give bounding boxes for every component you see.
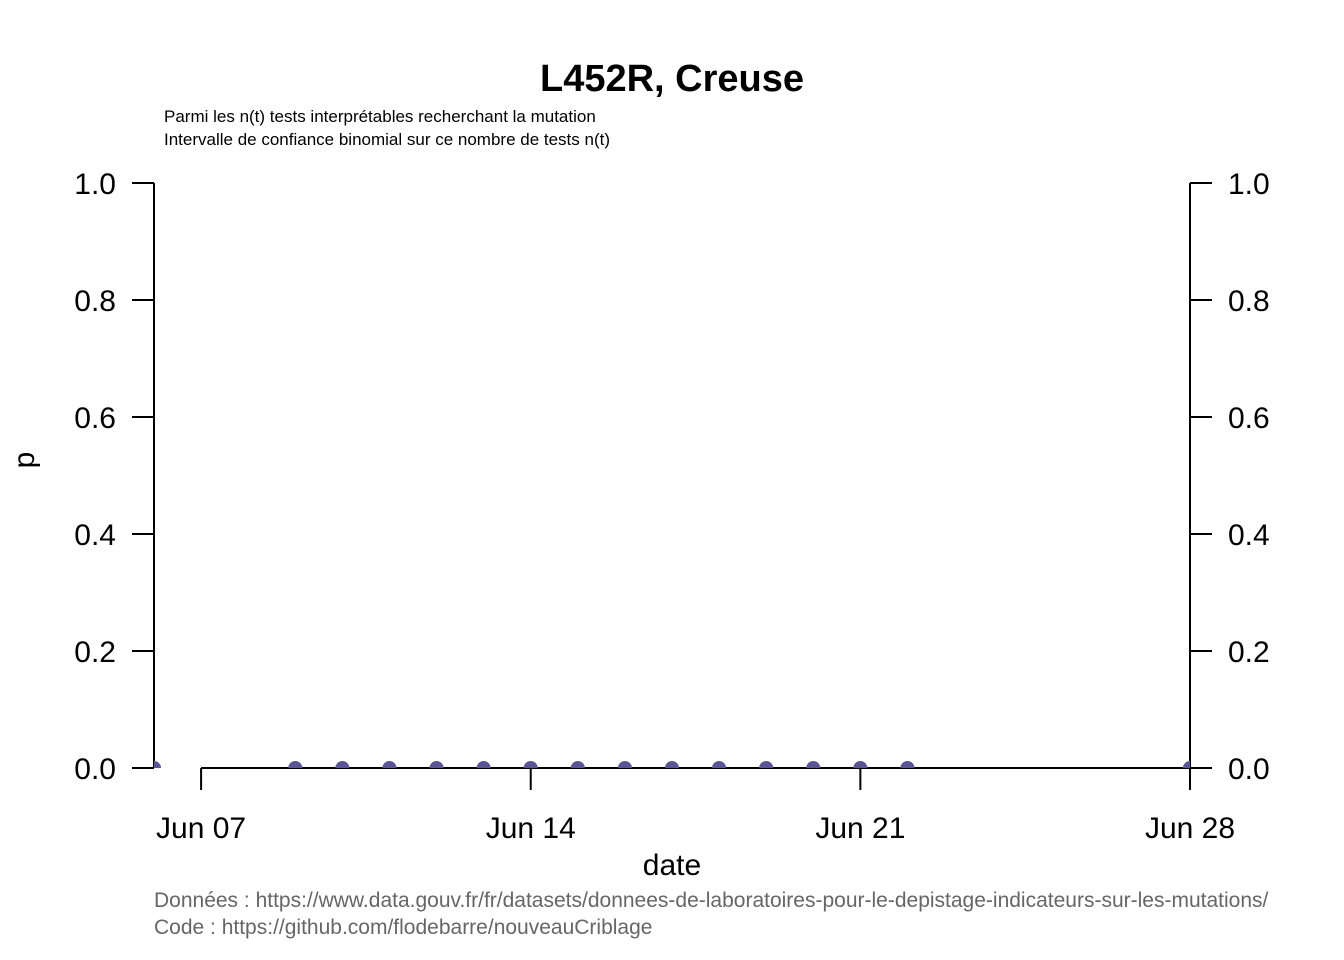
data-point [853,761,868,768]
points-group [154,761,1190,768]
y-tick-label-right: 0.2 [1228,636,1270,669]
chart-title: L452R, Creuse [540,58,804,100]
y-tick-label-left: 0.8 [74,285,116,318]
data-point [476,761,491,768]
data-point [900,761,915,768]
data-point [429,761,444,768]
data-point [335,761,350,768]
y-tick-label-left: 0.2 [74,636,116,669]
y-tick-label-right: 0.0 [1228,753,1270,786]
y-tick-label-right: 0.8 [1228,285,1270,318]
data-points [154,761,1190,768]
y-tick-label-left: 1.0 [74,168,116,201]
data-point [617,761,632,768]
x-tick-label: Jun 07 [156,812,246,845]
data-point [759,761,774,768]
y-axis-label: p [8,452,41,469]
x-axis-label: date [643,849,701,882]
data-source-note: Données : https://www.data.gouv.fr/fr/da… [154,889,1268,912]
y-tick-label-left: 0.0 [74,753,116,786]
data-point [382,761,397,768]
data-point [665,761,679,768]
y-tick-label-left: 0.6 [74,402,116,435]
axes: 0.0 0.0 0.2 0.2 0.4 0.4 0.6 0.6 0.8 0.8 1.0 1.0 Jun … [74,168,1269,845]
data-point [154,761,161,768]
x-tick-label: Jun 28 [1145,812,1235,845]
chart-subtitle-line-1: Parmi les n(t) tests interprétables rech… [164,107,596,126]
data-point [523,761,538,768]
y-tick-label-right: 0.4 [1228,519,1270,552]
x-tick-label: Jun 21 [815,812,905,845]
data-point [806,761,821,768]
data-point [712,761,727,768]
code-source-note: Code : https://github.com/flodebarre/nou… [154,916,652,939]
data-point [288,761,303,768]
y-tick-label-left: 0.4 [74,519,116,552]
data-point [570,761,585,768]
y-tick-label-right: 0.6 [1228,402,1270,435]
data-point [1183,761,1190,768]
x-tick-label: Jun 14 [486,812,576,845]
y-tick-label-right: 1.0 [1228,168,1270,201]
chart-subtitle-line-2: Intervalle de confiance binomial sur ce … [164,130,610,149]
